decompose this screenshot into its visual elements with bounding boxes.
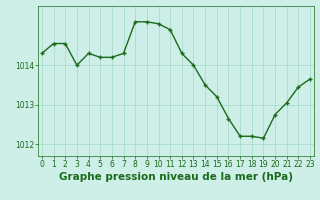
X-axis label: Graphe pression niveau de la mer (hPa): Graphe pression niveau de la mer (hPa) [59, 172, 293, 182]
